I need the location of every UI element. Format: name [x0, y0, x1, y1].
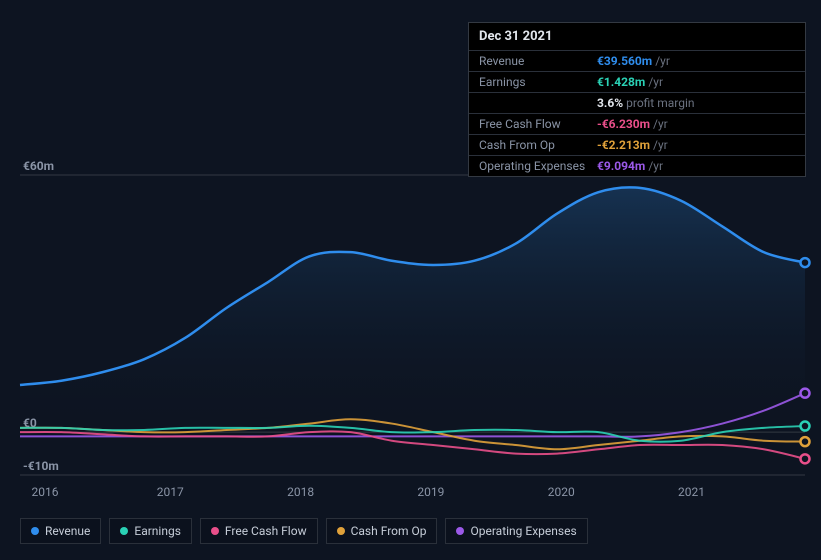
tooltip-unit: /yr — [655, 54, 670, 68]
y-axis-label: -€10m — [23, 459, 59, 473]
tooltip-value: €9.094m — [597, 159, 645, 173]
chart-legend: Revenue Earnings Free Cash Flow Cash From O… — [20, 518, 588, 544]
tooltip-value: 3.6% — [597, 96, 623, 110]
tooltip-row: Free Cash Flow-€6.230m /yr — [469, 113, 805, 134]
tooltip-row: Operating Expenses€9.094m /yr — [469, 155, 805, 176]
tooltip-key: Earnings — [479, 75, 597, 89]
y-axis-label: €0 — [23, 416, 37, 430]
tooltip-row: Earnings€1.428m /yr — [469, 71, 805, 92]
tooltip-key: Operating Expenses — [479, 159, 597, 173]
tooltip-unit: /yr — [648, 75, 663, 89]
tooltip-unit: profit margin — [626, 96, 694, 110]
legend-label: Free Cash Flow — [225, 524, 307, 538]
x-axis-label: 2018 — [287, 485, 314, 499]
legend-item-earnings[interactable]: Earnings — [109, 518, 192, 544]
legend-item-fcf[interactable]: Free Cash Flow — [200, 518, 318, 544]
x-axis-label: 2021 — [678, 485, 705, 499]
tooltip-row: 3.6% profit margin — [469, 92, 805, 113]
tooltip-row: Revenue€39.560m /yr — [469, 50, 805, 71]
tooltip-row: Cash From Op-€2.213m /yr — [469, 134, 805, 155]
tooltip-key — [479, 96, 597, 110]
tooltip-unit: /yr — [648, 159, 663, 173]
tooltip-title: Dec 31 2021 — [469, 23, 805, 50]
tooltip-unit: /yr — [653, 138, 668, 152]
tooltip-unit: /yr — [653, 117, 668, 131]
legend-item-opex[interactable]: Operating Expenses — [445, 518, 587, 544]
x-axis-label: 2016 — [32, 485, 59, 499]
legend-label: Revenue — [45, 524, 90, 538]
legend-dot — [211, 527, 219, 535]
tooltip-value: €1.428m — [597, 75, 645, 89]
financial-chart: €60m €0 -€10m 2016 2017 2018 2019 2020 2021 Dec… — [0, 0, 821, 560]
x-axis-label: 2017 — [157, 485, 184, 499]
tooltip-key: Revenue — [479, 54, 597, 68]
legend-label: Operating Expenses — [470, 524, 576, 538]
x-axis-label: 2019 — [417, 485, 444, 499]
legend-item-revenue[interactable]: Revenue — [20, 518, 101, 544]
legend-dot — [120, 527, 128, 535]
legend-dot — [456, 527, 464, 535]
legend-label: Cash From Op — [351, 524, 427, 538]
tooltip-value: €39.560m — [597, 54, 652, 68]
tooltip-value: -€6.230m — [597, 117, 650, 131]
tooltip-value: -€2.213m — [597, 138, 650, 152]
tooltip-key: Cash From Op — [479, 138, 597, 152]
legend-dot — [337, 527, 345, 535]
legend-label: Earnings — [134, 524, 181, 538]
x-axis-label: 2020 — [548, 485, 575, 499]
tooltip-key: Free Cash Flow — [479, 117, 597, 131]
y-axis-label: €60m — [23, 159, 54, 173]
legend-dot — [31, 527, 39, 535]
chart-tooltip: Dec 31 2021 Revenue€39.560m /yrEarnings€… — [468, 22, 806, 177]
legend-item-cfo[interactable]: Cash From Op — [326, 518, 438, 544]
